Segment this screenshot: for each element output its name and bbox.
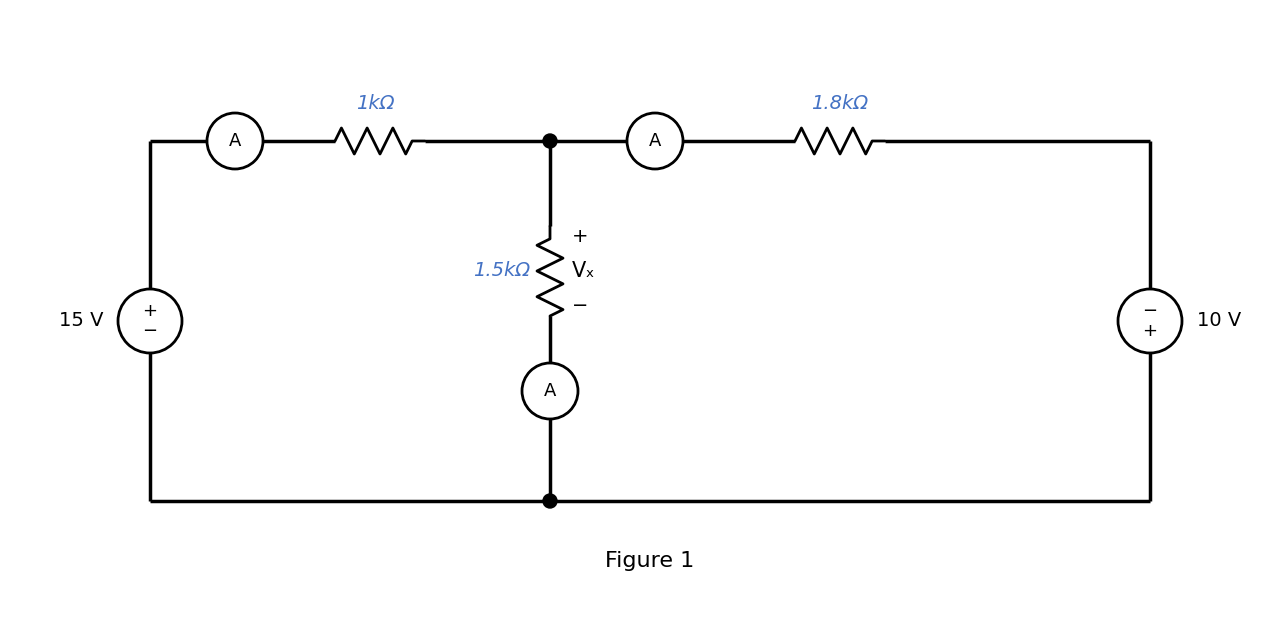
- Text: −: −: [1143, 302, 1157, 320]
- Text: 1.5kΩ: 1.5kΩ: [472, 261, 530, 281]
- Text: A: A: [229, 132, 241, 150]
- Circle shape: [117, 289, 183, 353]
- Text: +: +: [572, 227, 589, 245]
- Text: A: A: [544, 382, 557, 400]
- Circle shape: [522, 363, 578, 419]
- Text: 15 V: 15 V: [59, 312, 103, 330]
- Text: Figure 1: Figure 1: [605, 551, 695, 571]
- Text: A: A: [649, 132, 661, 150]
- Text: Vₓ: Vₓ: [572, 261, 595, 281]
- Text: 1kΩ: 1kΩ: [356, 94, 395, 113]
- Circle shape: [207, 113, 263, 169]
- Text: −: −: [143, 322, 157, 340]
- Text: +: +: [1143, 322, 1157, 340]
- Circle shape: [543, 494, 557, 508]
- Circle shape: [1117, 289, 1183, 353]
- Text: 10 V: 10 V: [1197, 312, 1241, 330]
- Text: −: −: [572, 296, 589, 315]
- Text: +: +: [143, 302, 157, 320]
- Circle shape: [627, 113, 683, 169]
- Text: 1.8kΩ: 1.8kΩ: [811, 94, 868, 113]
- Circle shape: [543, 134, 557, 148]
